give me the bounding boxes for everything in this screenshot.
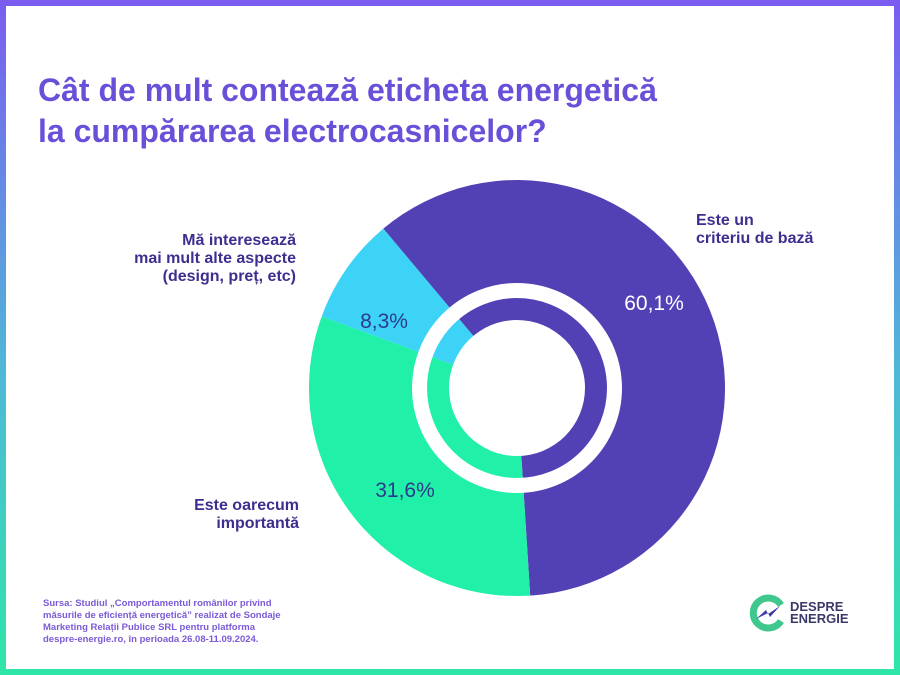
chart-title: Cât de mult contează eticheta energetică… bbox=[38, 70, 798, 152]
label-alte-aspecte: Mă interesează mai mult alte aspecte (de… bbox=[96, 232, 296, 286]
source-line: măsurile de eficiență energetică” realiz… bbox=[43, 610, 281, 621]
logo-line2: ENERGIE bbox=[790, 611, 849, 626]
label-line: Este un bbox=[696, 212, 754, 229]
data-label-1: 31,6% bbox=[375, 479, 435, 502]
data-label-2: 8,3% bbox=[360, 310, 408, 333]
label-line: Mă interesează bbox=[182, 232, 296, 249]
infographic-card: Cât de mult contează eticheta energetică… bbox=[6, 6, 894, 669]
label-line: (design, preț, etc) bbox=[162, 268, 296, 285]
donut-chart: 60,1% 31,6% 8,3% bbox=[308, 180, 725, 596]
logo-line1: DESPRE bbox=[790, 599, 844, 614]
title-line: Cât de mult contează eticheta energetică bbox=[38, 72, 657, 108]
label-line: importantă bbox=[216, 515, 299, 532]
title-line: la cumpărarea electrocasnicelor? bbox=[38, 113, 547, 149]
label-criteriu-de-baza: Este un criteriu de bază bbox=[696, 212, 813, 248]
source-line: Marketing Relații Publice SRL pentru pla… bbox=[43, 622, 256, 633]
source-note: Sursa: Studiul „Comportamentul românilor… bbox=[43, 598, 323, 646]
white-ring bbox=[412, 283, 622, 493]
label-line: mai mult alte aspecte bbox=[134, 250, 296, 267]
label-oarecum-importanta: Este oarecum importantă bbox=[166, 497, 299, 533]
source-line: despre-energie.ro, în perioada 26.08-11.… bbox=[43, 634, 259, 645]
donut-hole bbox=[449, 320, 585, 456]
source-line: Sursa: Studiul „Comportamentul românilor… bbox=[43, 598, 272, 609]
label-line: criteriu de bază bbox=[696, 230, 814, 247]
logo-e-icon bbox=[749, 594, 784, 632]
data-label-0: 60,1% bbox=[624, 292, 684, 315]
label-line: Este oarecum bbox=[194, 497, 299, 514]
despre-energie-logo: DESPRE ENERGIE bbox=[748, 594, 849, 632]
